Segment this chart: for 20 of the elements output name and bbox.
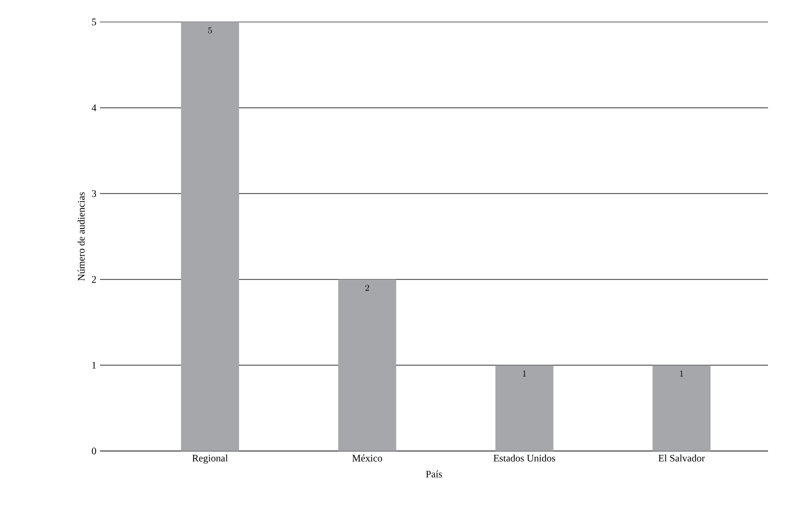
x-tick-label: Estados Unidos — [494, 454, 556, 462]
y-axis-title: Número de audiencias — [78, 192, 85, 281]
y-tick-label: 1 — [92, 362, 96, 368]
data-label: 1 — [680, 370, 684, 376]
y-tick-label: 3 — [92, 190, 96, 197]
x-tick-label: México — [352, 454, 382, 462]
x-tick-label: Regional — [192, 454, 228, 464]
data-label: 5 — [208, 27, 212, 34]
y-tick-label: 5 — [92, 18, 96, 26]
bar — [652, 365, 711, 451]
bar — [338, 279, 396, 451]
y-tick-label: 4 — [92, 104, 96, 112]
x-tick-label: El Salvador — [658, 454, 705, 462]
bar — [181, 22, 240, 451]
y-tick-label: 0 — [92, 448, 96, 454]
data-label: 1 — [522, 370, 526, 376]
y-tick-label: 2 — [92, 276, 96, 283]
bar — [495, 365, 554, 451]
x-axis-title: País — [426, 470, 442, 478]
data-label: 2 — [365, 284, 370, 291]
